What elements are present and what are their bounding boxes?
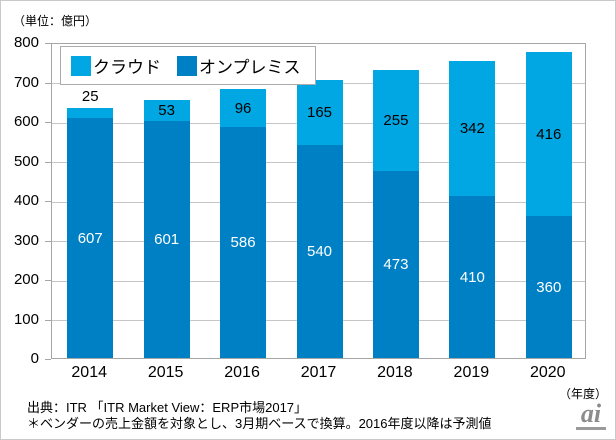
y-tick-label-400: 400 [13,192,39,209]
x-tick-label-2020: 2020 [529,364,566,381]
y-tick-mark [45,43,51,44]
value-label-cloud-2014: 25 [81,88,99,105]
y-tick-label-300: 300 [13,231,39,249]
bar-segment-cloud-2018: 255 [372,70,419,171]
y-tick-label-500: 500 [13,152,39,170]
legend: クラウド オンプレミス [60,46,316,85]
bar-segment-cloud-2014 [67,108,114,118]
value-label-onpremise-2016: 586 [230,234,256,251]
y-tick-label-600: 600 [13,113,39,130]
x-tick-label-2016: 2016 [224,364,260,381]
value-label-onpremise-2015: 601 [154,231,180,248]
bar-segment-onpremise-2015: 601 [143,121,190,358]
legend-swatch-cloud-icon [71,55,91,76]
bar-segment-cloud-2015: 53 [143,100,190,121]
logo-subtext-bar [576,427,606,430]
bar-segment-onpremise-2016: 586 [220,127,267,358]
legend-item-onpremise: オンプレミス [177,53,301,78]
bar-segment-cloud-2020: 416 [525,52,572,216]
x-tick-label-2019: 2019 [453,364,490,381]
bar-segment-onpremise-2020: 360 [525,216,572,358]
y-tick-mark [45,201,51,202]
x-axis: 2014 2015 2016 2017 2018 2019 2020 [51,364,586,384]
y-tick-label-700: 700 [13,73,39,91]
x-tick-label-2015: 2015 [147,364,184,381]
y-tick-mark [45,240,51,242]
x-tick-label-2014: 2014 [71,364,107,381]
value-label-cloud-2020: 416 [536,125,562,143]
y-tick-mark [45,82,51,84]
bar-segment-onpremise-2014: 607 [67,118,114,358]
value-label-onpremise-2020: 360 [536,278,562,296]
bar-segment-cloud-2017: 165 [296,80,343,145]
y-tick-mark [45,319,51,321]
legend-item-cloud: クラウド [71,53,161,78]
bar-segment-onpremise-2017: 540 [296,145,343,358]
footnote-note: ＊ベンダーの売上金額を対象とし、3月期ベースで換算。2016年度以降は予測値 [27,416,492,431]
x-tick-label-2018: 2018 [377,364,413,381]
value-label-onpremise-2014: 607 [77,229,103,247]
bar-segment-cloud-2019: 342 [449,61,496,196]
legend-label-onpremise: オンプレミス [199,58,301,77]
ai-logo: ai [580,399,602,428]
value-label-cloud-2015: 53 [158,102,175,119]
value-label-onpremise-2017: 540 [306,243,333,260]
y-tick-mark [45,161,51,163]
bar-segment-onpremise-2019: 410 [449,196,496,358]
y-tick-mark [45,359,51,360]
bar-segment-onpremise-2018: 473 [372,171,419,358]
value-label-cloud-2019: 342 [459,120,485,137]
legend-swatch-onpremise-icon [177,55,197,76]
y-tick-label-200: 200 [13,271,39,288]
value-label-onpremise-2018: 473 [383,256,409,273]
y-tick-mark [45,280,51,281]
y-tick-label-800: 800 [13,34,39,51]
y-tick-mark [45,122,51,123]
value-label-cloud-2016: 96 [234,99,252,117]
y-tick-label-100: 100 [13,310,39,328]
value-label-onpremise-2019: 410 [459,268,485,286]
y-axis: 0 100 200 300 400 500 600 700 800 [1,35,51,367]
footnote: 出典：ITR 「ITR Market View：ERP市場2017」 ＊ベンダー… [27,400,492,432]
value-label-cloud-2018: 255 [383,112,409,129]
legend-label-cloud: クラウド [93,58,161,77]
y-axis-unit-label: （単位：億円） [13,14,98,28]
y-tick-label-0: 0 [30,350,39,367]
footnote-source: 出典：ITR 「ITR Market View：ERP市場2017」 [27,400,308,415]
x-tick-label-2017: 2017 [300,364,337,381]
plot-area: 607 25 601 53 586 96 540 165 473 255 410 342 360 416 [51,43,586,359]
bar-segment-cloud-2016: 96 [220,89,267,127]
publisher-logo: ai [574,399,608,430]
x-axis-unit-label: （年度） [559,387,608,401]
value-label-cloud-2017: 165 [306,104,333,121]
